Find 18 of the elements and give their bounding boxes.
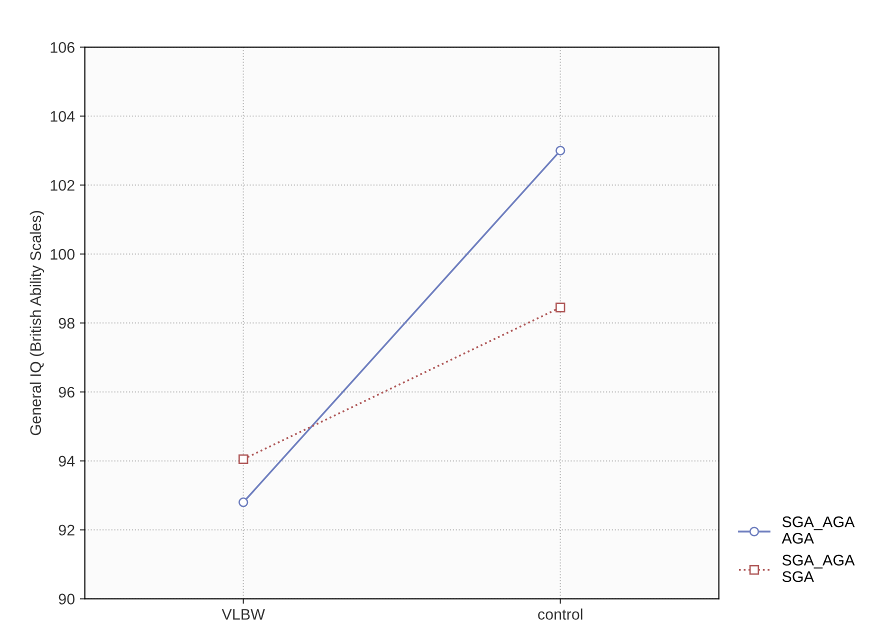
x-tick-label: control	[538, 608, 582, 620]
y-tick-label: 98	[58, 318, 74, 329]
y-tick-label: 92	[58, 524, 74, 536]
legend-label: SGA_AGA AGA	[782, 516, 855, 544]
y-tick-label: 96	[58, 386, 74, 398]
y-tick-label: 90	[58, 594, 75, 604]
y-axis-title: General IQ (British Ability Scales)	[30, 211, 44, 436]
y-tick-label: 106	[50, 42, 74, 53]
y-tick-label: 102	[50, 180, 74, 191]
legend-label: SGA_AGA SGA	[782, 554, 855, 582]
point	[555, 302, 566, 312]
point	[238, 454, 248, 464]
y-tick-label: 94	[58, 456, 75, 467]
y-tick-label: 100	[50, 248, 75, 260]
point	[555, 146, 566, 156]
point	[238, 497, 248, 508]
x-tick-label: VLBW	[222, 609, 265, 620]
y-tick-label: 104	[50, 110, 75, 122]
